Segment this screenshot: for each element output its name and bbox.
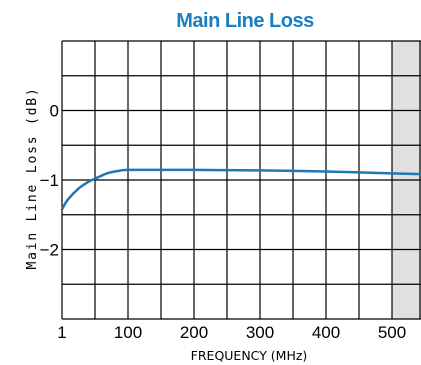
x-tick-label: 200 (180, 323, 208, 342)
x-tick-label: 400 (312, 323, 340, 342)
x-tick-label: 1 (57, 323, 66, 342)
chart-title: Main Line Loss (176, 10, 314, 32)
grid-lines (61, 40, 421, 320)
series-line (60, 168, 421, 210)
y-tick-label: −1 (40, 171, 59, 190)
x-tick-label: 100 (114, 323, 142, 342)
y-tick-label: 0 (50, 102, 59, 121)
y-tick-label: −2 (40, 241, 59, 260)
y-tick-labels: 0 −1 −2 (40, 102, 59, 260)
x-tick-label: 300 (246, 323, 274, 342)
x-tick-label: 500 (378, 323, 406, 342)
y-axis-label: Main Line Loss (dB) (25, 87, 40, 270)
x-tick-labels: 1 100 200 300 400 500 (57, 323, 406, 342)
x-axis-label: FREQUENCY (MHz) (191, 348, 308, 363)
